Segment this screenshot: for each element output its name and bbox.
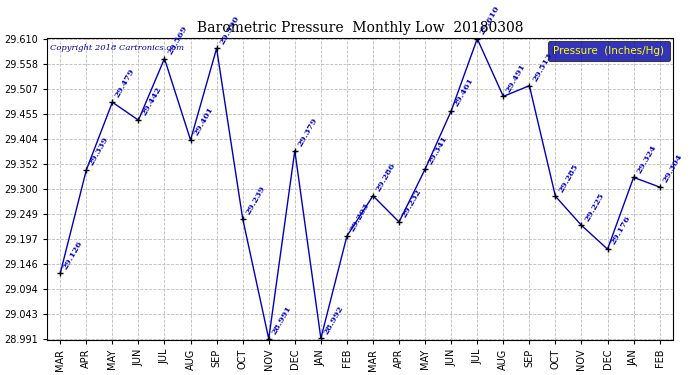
Text: 29.225: 29.225 — [583, 191, 606, 223]
Text: 29.461: 29.461 — [453, 76, 475, 108]
Text: 28.992: 28.992 — [322, 304, 345, 336]
Text: 29.304: 29.304 — [661, 153, 684, 184]
Text: 29.324: 29.324 — [635, 143, 658, 175]
Text: 29.285: 29.285 — [557, 162, 580, 194]
Text: 29.401: 29.401 — [192, 105, 215, 137]
Text: 29.513: 29.513 — [531, 51, 553, 83]
Text: 29.341: 29.341 — [426, 135, 449, 166]
Text: 29.232: 29.232 — [400, 188, 423, 219]
Text: 29.442: 29.442 — [140, 86, 163, 117]
Text: 29.610: 29.610 — [479, 4, 502, 36]
Text: 29.339: 29.339 — [88, 136, 110, 167]
Text: 29.479: 29.479 — [114, 68, 137, 99]
Text: 29.286: 29.286 — [375, 161, 397, 193]
Text: 29.590: 29.590 — [218, 14, 241, 46]
Text: 28.991: 28.991 — [270, 304, 293, 336]
Legend: Pressure  (Inches/Hg): Pressure (Inches/Hg) — [548, 41, 669, 61]
Text: 29.126: 29.126 — [61, 239, 85, 271]
Text: 29.569: 29.569 — [166, 24, 189, 56]
Text: Copyright 2018 Cartronics.com: Copyright 2018 Cartronics.com — [50, 44, 184, 52]
Text: 29.239: 29.239 — [244, 184, 267, 216]
Text: 29.379: 29.379 — [296, 116, 319, 148]
Text: 29.176: 29.176 — [609, 214, 632, 246]
Title: Barometric Pressure  Monthly Low  20180308: Barometric Pressure Monthly Low 20180308 — [197, 21, 523, 35]
Text: 29.491: 29.491 — [504, 62, 528, 94]
Text: 29.203: 29.203 — [348, 202, 371, 233]
